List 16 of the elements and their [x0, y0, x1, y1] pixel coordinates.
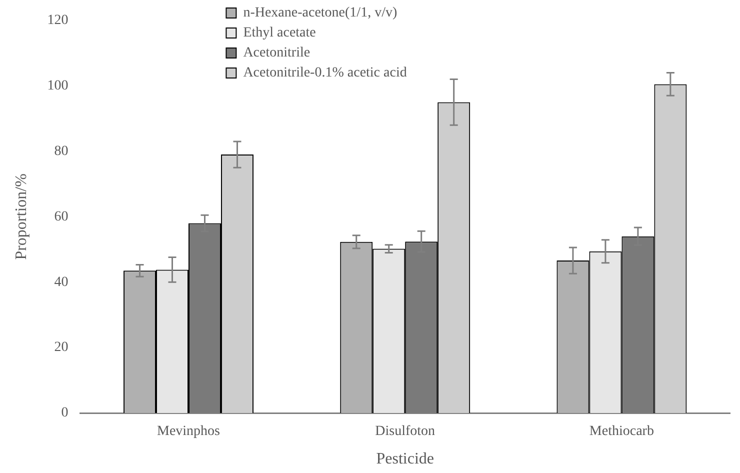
x-tick-label: Mevinphos	[157, 424, 220, 440]
y-tick-label: 100	[47, 78, 68, 94]
x-tick-label: Methiocarb	[589, 424, 654, 440]
y-axis-title: Proportion/%	[12, 174, 30, 260]
y-tick-label: 40	[54, 274, 68, 290]
x-axis-title: Pesticide	[376, 450, 434, 468]
legend-label: Ethyl acetate	[243, 26, 316, 41]
legend-label: Acetonitrile-0.1% acetic acid	[243, 66, 407, 81]
x-tick-label: Disulfoton	[375, 424, 436, 440]
y-tick-label: 0	[61, 406, 68, 421]
legend-label: Acetonitrile	[243, 46, 310, 61]
y-tick-label: 20	[54, 340, 68, 356]
y-tick-label: 120	[47, 13, 68, 28]
y-tick-label: 80	[54, 144, 68, 159]
y-tick-label: 60	[54, 209, 68, 224]
legend-label: n-Hexane-acetone(1/1, v/v)	[243, 6, 398, 21]
